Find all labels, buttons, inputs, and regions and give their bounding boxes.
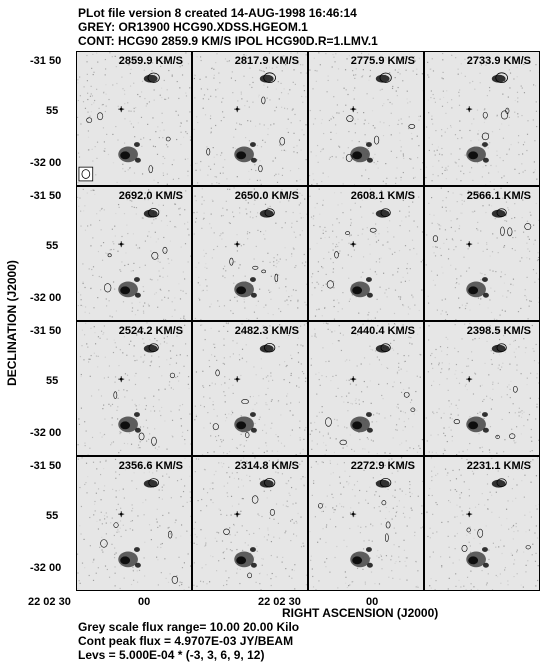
velocity-label: 2692.0 KM/S: [118, 190, 183, 202]
greyscale-image: [309, 188, 423, 320]
channel-panel: 2356.6 KM/S: [76, 456, 192, 591]
contour-mark: [379, 72, 392, 83]
velocity-label: 2440.4 KM/S: [350, 325, 415, 337]
x-tick-left-2: 00: [138, 596, 151, 608]
y-tick-label: -31 50: [30, 190, 62, 202]
contour-mark: [147, 72, 160, 83]
x-axis-label: RIGHT ASCENSION (J2000): [282, 606, 439, 620]
contour-mark: [264, 342, 276, 353]
velocity-label: 2314.8 KM/S: [234, 460, 299, 472]
channel-panel: 2482.3 KM/S: [192, 321, 308, 456]
greyscale-image: [309, 457, 423, 590]
channel-panel: 2440.4 KM/S: [308, 321, 424, 456]
channel-panel: 2650.0 KM/S: [192, 186, 308, 321]
channel-panel: 2398.5 KM/S: [424, 321, 540, 456]
y-tick-label: -32 00: [30, 157, 62, 169]
channel-panel: 2775.9 KM/S: [308, 51, 424, 186]
channel-panel: 2859.9 KM/S: [76, 51, 192, 186]
greyscale-image: [77, 457, 191, 590]
y-tick-label: 55: [46, 510, 59, 522]
x-tick-right-1: 22 02 30: [258, 596, 301, 608]
channel-panel: 2231.1 KM/S: [424, 456, 540, 591]
y-tick-label: 55: [46, 240, 59, 252]
header-line-3: CONT: HCG90 2859.9 KM/S IPOL HCG90D.R=1.…: [78, 34, 378, 48]
y-tick-label: 55: [46, 105, 59, 117]
velocity-label: 2733.9 KM/S: [466, 55, 531, 67]
velocity-label: 2817.9 KM/S: [234, 55, 299, 67]
velocity-label: 2650.0 KM/S: [234, 190, 299, 202]
channel-panel: 2817.9 KM/S: [192, 51, 308, 186]
greyscale-image: [426, 457, 539, 590]
y-tick-label: -31 50: [30, 460, 62, 472]
y-tick-label: -32 00: [30, 562, 62, 574]
contour-mark: [263, 72, 276, 84]
channel-panel: 2608.1 KM/S: [308, 186, 424, 321]
header-line-2: GREY: OR13900 HCG90.XDSS.HGEOM.1: [78, 20, 308, 34]
velocity-label: 2859.9 KM/S: [118, 55, 183, 67]
greyscale-image: [309, 322, 423, 455]
header-line-1: PLot file version 8 created 14-AUG-1998 …: [78, 6, 357, 20]
greyscale-image: [77, 322, 191, 455]
greyscale-image: [77, 52, 191, 185]
velocity-label: 2482.3 KM/S: [234, 325, 299, 337]
channel-panel: 2272.9 KM/S: [308, 456, 424, 591]
channel-panel: 2733.9 KM/S: [424, 51, 540, 186]
greyscale-image: [194, 322, 307, 455]
velocity-label: 2775.9 KM/S: [350, 55, 415, 67]
channel-panel: 2566.1 KM/S: [424, 186, 540, 321]
velocity-label: 2356.6 KM/S: [118, 460, 183, 472]
contour-mark: [380, 477, 392, 488]
channel-panel: 2314.8 KM/S: [192, 456, 308, 591]
contour-mark: [148, 478, 159, 488]
contour-mark: [148, 207, 160, 218]
y-tick-label: -32 00: [30, 427, 62, 439]
velocity-label: 2398.5 KM/S: [466, 325, 531, 337]
contour-mark: [380, 343, 391, 353]
x-tick-left-1: 22 02 30: [28, 596, 71, 608]
y-axis-label: DECLINATION (J2000): [5, 260, 19, 386]
y-tick-label: -31 50: [30, 325, 62, 337]
contour-mark: [380, 208, 391, 218]
greyscale-image: [193, 52, 307, 185]
velocity-label: 2524.2 KM/S: [118, 325, 183, 337]
footer-line-1: Grey scale flux range= 10.00 20.00 Kilo: [78, 620, 300, 634]
contour-mark: [495, 72, 508, 84]
footer-line-3: Levs = 5.000E-04 * (-3, 3, 6, 9, 12): [78, 648, 265, 662]
velocity-label: 2272.9 KM/S: [350, 460, 415, 472]
channel-panel: 2692.0 KM/S: [76, 186, 192, 321]
y-tick-label: -31 50: [30, 55, 62, 67]
greyscale-image: [193, 457, 307, 590]
contour-mark: [496, 208, 507, 218]
greyscale-image: [425, 52, 539, 185]
greyscale-image: [425, 187, 539, 320]
velocity-label: 2566.1 KM/S: [466, 190, 531, 202]
channel-panel: 2524.2 KM/S: [76, 321, 192, 456]
velocity-label: 2231.1 KM/S: [466, 460, 531, 472]
greyscale-image: [425, 322, 539, 455]
contour-mark: [496, 478, 507, 488]
greyscale-image: [193, 187, 307, 320]
contour-mark: [496, 343, 507, 353]
y-tick-label: -32 00: [30, 292, 62, 304]
contour-mark: [264, 208, 275, 218]
velocity-label: 2608.1 KM/S: [350, 190, 415, 202]
greyscale-image: [309, 52, 423, 185]
contour-mark: [148, 343, 159, 353]
y-tick-label: 55: [46, 375, 59, 387]
x-tick-right-2: 00: [366, 596, 379, 608]
contour-mark: [264, 477, 276, 488]
channel-map-grid: 2859.9 KM/S 2817.9 KM/S 2775.9 KM/S 2733.9 …: [76, 51, 540, 593]
footer-line-2: Cont peak flux = 4.9707E-03 JY/BEAM: [78, 634, 294, 648]
greyscale-image: [77, 188, 191, 320]
